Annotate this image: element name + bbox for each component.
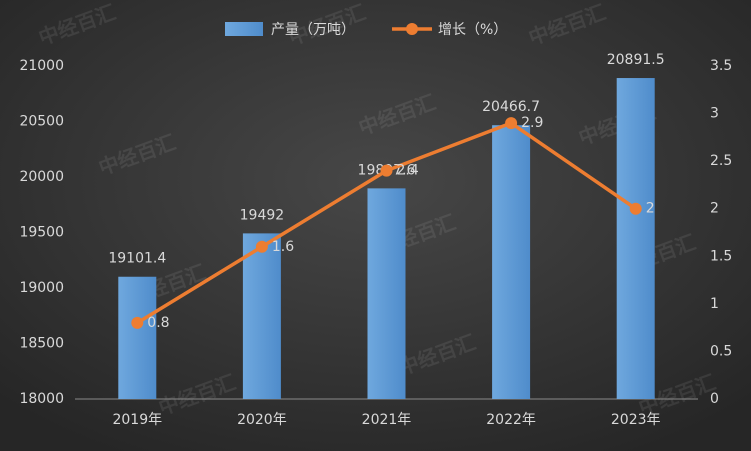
y2-tick-label: 1 [710, 296, 719, 312]
y-tick-label: 20500 [19, 114, 64, 130]
legend-swatch [225, 22, 263, 36]
x-tick-label: 2020年 [237, 412, 287, 428]
bar [367, 188, 406, 399]
bar-value-label: 19101.4 [108, 251, 166, 267]
x-tick-label: 2019年 [112, 412, 162, 428]
bar [616, 78, 655, 399]
line-point [629, 202, 642, 215]
y2-tick-label: 2.5 [710, 153, 732, 169]
y2-tick-label: 1.5 [710, 248, 732, 264]
bar-value-label: 20891.5 [607, 52, 665, 68]
legend-label: 产量（万吨） [271, 22, 355, 38]
line-value-label: 2.9 [521, 115, 543, 131]
x-tick-label: 2022年 [486, 412, 536, 428]
line-value-label: 1.6 [272, 239, 294, 255]
y-tick-label: 19000 [19, 280, 64, 296]
legend-label: 增长（%） [438, 22, 507, 38]
bar-value-label: 20466.7 [482, 99, 540, 115]
y-tick-label: 20000 [19, 169, 64, 185]
line-value-label: 2 [646, 201, 655, 217]
bar [118, 276, 157, 399]
line-point [255, 240, 268, 253]
y2-tick-label: 3.5 [710, 58, 732, 74]
bar-value-label: 19492 [240, 207, 285, 223]
y2-tick-label: 0 [710, 391, 719, 407]
line-value-label: 0.8 [147, 315, 169, 331]
y2-tick-label: 3 [710, 106, 719, 122]
line-value-label: 2.4 [397, 163, 419, 179]
y2-tick-label: 0.5 [710, 343, 732, 359]
bar [242, 233, 281, 399]
y2-tick-label: 2 [710, 201, 719, 217]
bar [492, 125, 531, 400]
y-tick-label: 18000 [19, 391, 64, 407]
x-tick-label: 2023年 [611, 412, 661, 428]
line-point [131, 316, 144, 329]
line-point [505, 117, 518, 130]
y-tick-label: 21000 [19, 58, 64, 74]
y-tick-label: 19500 [19, 225, 64, 241]
x-tick-label: 2021年 [362, 412, 412, 428]
y-tick-label: 18500 [19, 336, 64, 352]
legend-swatch [406, 23, 418, 35]
line-point [380, 164, 393, 177]
